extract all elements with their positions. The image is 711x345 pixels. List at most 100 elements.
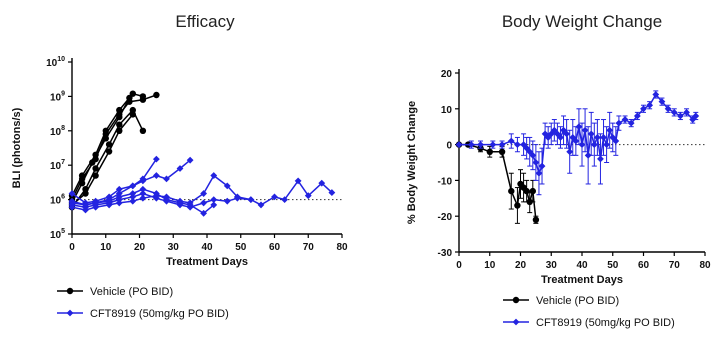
bw-data-point [563,130,571,138]
efficacy-data-point [92,172,99,179]
bw-y-tick-label: 10 [441,105,453,116]
efficacy-legend-label-cft8919: CFT8919 (50mg/kg PO BID) [90,308,229,320]
efficacy-data-point [139,185,147,193]
bw-legend-label-vehicle: Vehicle (PO BID) [536,295,619,307]
efficacy-y-tick-base: 10 [50,196,62,207]
efficacy-data-point [139,190,147,197]
bw-data-point [615,119,623,127]
bw-data-point [692,112,700,120]
efficacy-data-point [328,189,336,196]
efficacy-data-point [200,209,208,217]
bw-x-tick-label: 80 [699,260,711,271]
efficacy-data-point [200,199,208,207]
bw-data-point [455,141,463,148]
efficacy-x-axis-label: Treatment Days [166,256,248,268]
efficacy-data-point [105,201,113,209]
bw-data-point [477,141,484,148]
bw-data-point [486,148,493,155]
bw-y-tick-label: -20 [438,212,453,223]
efficacy-data-point [152,190,160,197]
efficacy-y-axis-label: BLI (photons/s) [11,107,23,188]
bw-x-tick-label: 60 [638,260,650,271]
efficacy-data-point [139,194,147,202]
efficacy-legend-marker-cft8919 [66,309,74,317]
efficacy-series-cft8919-9 [68,185,218,217]
efficacy-series-vehicle-0 [68,94,133,207]
bw-x-tick-label: 20 [515,260,527,271]
efficacy-data-point [271,193,278,201]
efficacy-data-point [82,201,89,209]
bw-data-point [683,108,690,116]
efficacy-y-tick-label: 106 [50,194,65,207]
bw-data-point [600,134,607,141]
bw-data-point [664,105,672,113]
bw-data-point [467,141,475,148]
efficacy-y-tick-label: 108 [50,125,65,138]
bw-legend-marker-vehicle [512,296,520,304]
efficacy-data-point [210,172,218,179]
bw-series-line [459,143,537,220]
bw-data-point [606,126,614,134]
bw-data-point [507,137,515,145]
bw-data-point [572,137,580,145]
efficacy-data-point [153,91,160,99]
bw-data-point [532,216,540,223]
efficacy-title: Efficacy [175,12,235,31]
bw-data-point [535,169,543,177]
efficacy-data-point [82,190,89,197]
efficacy-y-tick-exponent: 10 [57,56,65,63]
efficacy-data-point [139,127,147,134]
bw-data-point [498,141,506,148]
bw-data-point [526,198,533,206]
efficacy-data-point [281,196,289,203]
bw-y-tick-label: -10 [438,176,453,187]
efficacy-y-tick-base: 10 [50,127,62,138]
bw-x-tick-label: 40 [576,260,588,271]
efficacy-y-tick-exponent: 9 [61,90,65,97]
efficacy-y-tick-exponent: 5 [61,228,65,235]
efficacy-y-tick-label: 107 [50,159,65,172]
efficacy-data-point [115,199,123,207]
efficacy-y-tick-base: 10 [50,161,62,172]
efficacy-data-point [247,196,255,203]
efficacy-data-point [78,175,86,183]
bw-data-point [532,159,540,166]
bw-y-tick-label: 0 [446,141,452,152]
bw-x-tick-label: 50 [607,260,619,271]
efficacy-x-tick-label: 50 [235,242,247,253]
efficacy-data-point [129,190,137,197]
efficacy-data-point [105,197,113,205]
efficacy-data-point [176,199,184,207]
bw-x-tick-label: 10 [484,260,496,271]
efficacy-data-point [68,190,76,197]
bw-data-point [658,98,666,106]
efficacy-data-point [223,182,231,190]
bw-data-point [670,108,678,116]
efficacy-data-point [115,185,123,193]
efficacy-data-point [68,199,76,207]
efficacy-data-point [176,165,184,172]
bw-data-point [590,141,598,148]
efficacy-series-cft8919-8 [68,172,336,214]
efficacy-data-point [116,121,123,128]
efficacy-x-tick-label: 0 [69,242,75,253]
bw-y-tick-label: -30 [438,248,453,259]
efficacy-data-point [152,172,160,179]
bw-data-point [603,141,610,148]
bw-y-axis-label: % Body Weight Change [406,101,418,224]
efficacy-y-tick-exponent: 7 [61,159,65,166]
efficacy-x-tick-label: 70 [303,242,315,253]
efficacy-data-point [92,199,100,207]
bw-data-point [557,134,564,141]
efficacy-legend-marker-vehicle [66,287,74,295]
efficacy-series-vehicle-4 [68,111,136,209]
efficacy-data-point [163,175,170,183]
bw-data-point [566,148,574,156]
bw-data-point [612,137,620,145]
bw-data-point [489,141,497,148]
efficacy-data-point [200,190,208,197]
bw-legend-marker-cft8919 [512,318,520,326]
efficacy-y-tick-base: 10 [50,230,62,241]
efficacy-x-tick-label: 10 [100,242,112,253]
